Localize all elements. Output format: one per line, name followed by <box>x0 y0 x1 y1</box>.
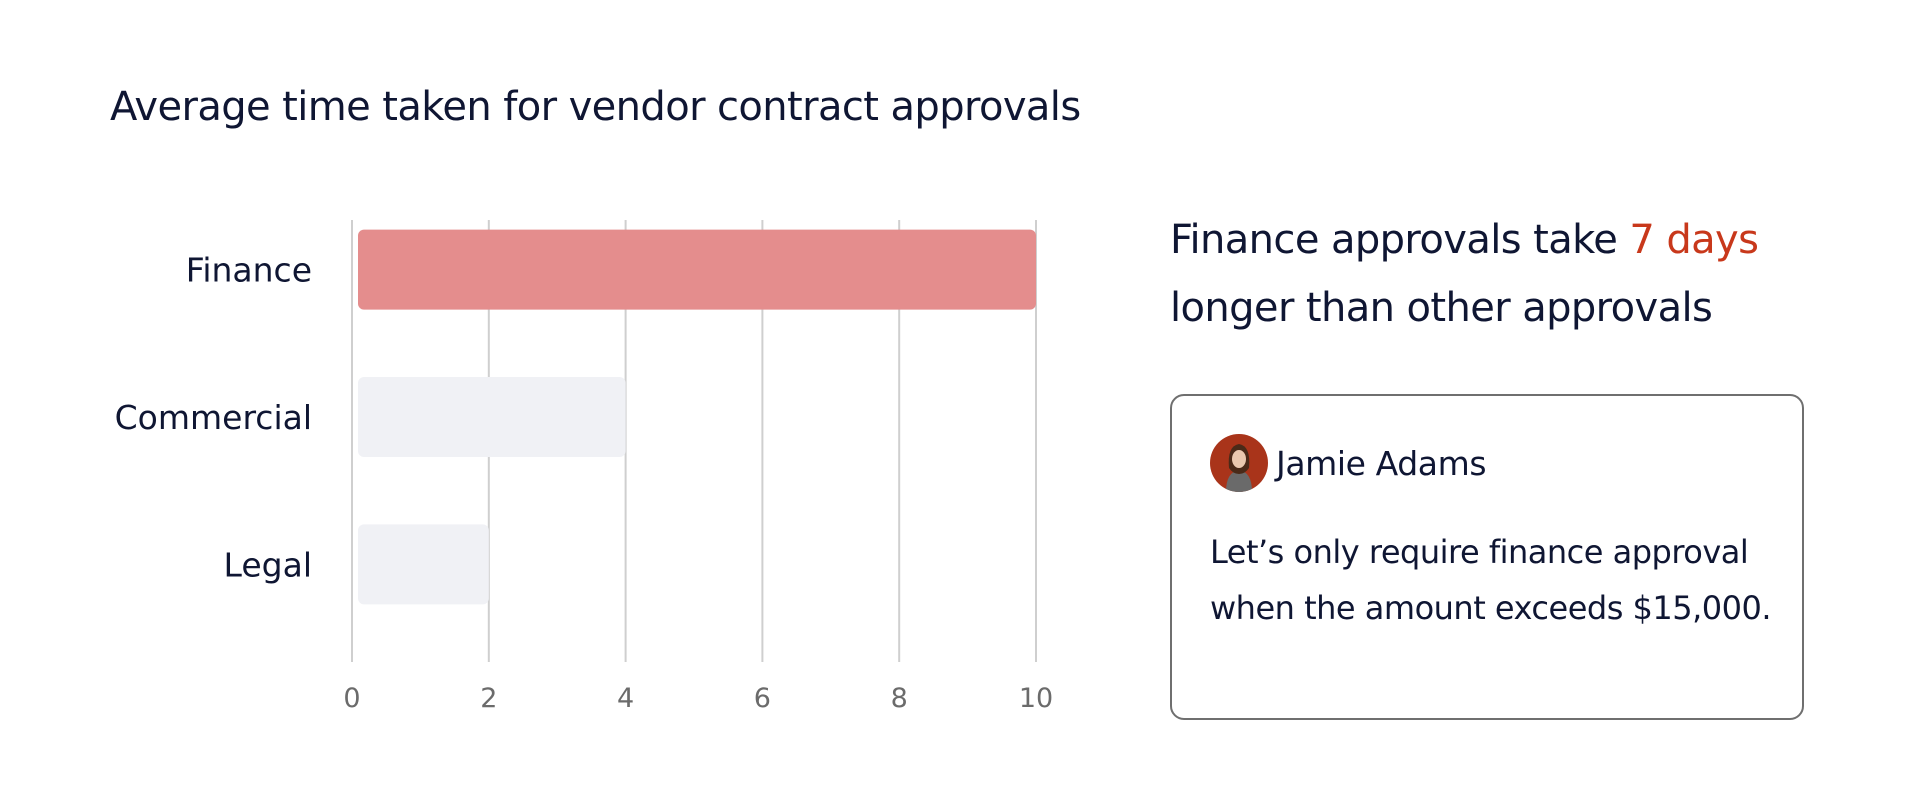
person-photo-icon <box>1226 444 1252 492</box>
x-tick-label-1: 2 <box>480 683 497 714</box>
comment-header: Jamie Adams <box>1210 434 1487 492</box>
x-tick-label-3: 6 <box>754 683 771 714</box>
category-label-finance: Finance <box>186 251 312 290</box>
x-tick-label-2: 4 <box>617 683 634 714</box>
bar-legal <box>358 524 489 605</box>
x-tick-label-0: 0 <box>343 683 360 714</box>
comment-author: Jamie Adams <box>1276 443 1487 483</box>
insight-highlight: 7 days <box>1629 217 1759 263</box>
x-tick-label-5: 10 <box>1019 683 1053 714</box>
bar-commercial <box>358 377 626 457</box>
insight-text: Finance approvals take 7 days longer tha… <box>1170 206 1850 342</box>
comment-text: Let’s only require finance approval when… <box>1210 533 1772 627</box>
insight-suffix: longer than other approvals <box>1170 285 1713 331</box>
x-tick-label-4: 8 <box>891 683 908 714</box>
insight-prefix: Finance approvals take <box>1170 217 1630 263</box>
bar-finance <box>358 229 1036 310</box>
category-label-legal: Legal <box>224 545 312 584</box>
chart-title: Average time taken for vendor contract a… <box>110 84 1081 130</box>
category-label-commercial: Commercial <box>115 398 312 437</box>
comment-card: Jamie Adams Let’s only require finance a… <box>1170 394 1804 720</box>
avatar <box>1210 434 1268 492</box>
